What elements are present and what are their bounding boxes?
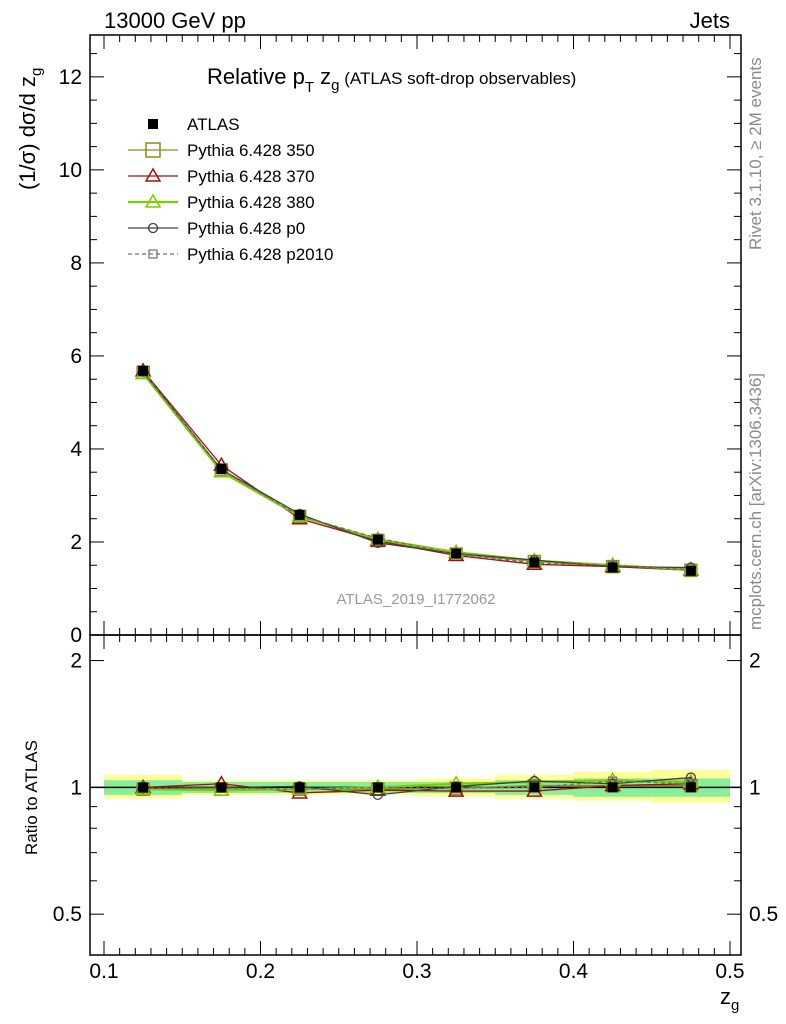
point-marker — [451, 548, 462, 559]
series-p380 — [134, 365, 700, 796]
point-marker — [294, 782, 305, 793]
ratio-y-tick-label-right: 0.5 — [749, 903, 778, 926]
ratio-y-tick-label: 2 — [70, 650, 82, 673]
series-line — [142, 371, 691, 571]
legend-entry: Pythia 6.428 p2010 — [128, 245, 334, 264]
main-ylabel: (1/σ) dσ/d zg — [15, 68, 45, 190]
ratio-plot-frame — [89, 634, 742, 956]
x-tick-label: 0.3 — [402, 960, 431, 983]
point-marker — [145, 142, 161, 158]
point-marker — [372, 782, 383, 793]
legend-label: ATLAS — [187, 115, 240, 134]
point-marker — [685, 772, 697, 783]
point-marker — [529, 782, 540, 793]
point-marker — [685, 782, 696, 793]
legend-entry: Pythia 6.428 350 — [128, 141, 315, 160]
x-axis-label: zg — [720, 984, 739, 1014]
ratio-y-tick-label: 1 — [70, 776, 82, 799]
legend: ATLAS Pythia 6.428 350 Pythia 6.428 370 Pyt… — [128, 115, 334, 264]
point-marker — [372, 534, 383, 545]
x-tick-label: 0.4 — [559, 960, 589, 983]
point-marker — [138, 782, 149, 793]
point-marker — [216, 463, 227, 474]
y-tick-label: 4 — [70, 438, 82, 461]
point-marker — [607, 562, 618, 573]
point-marker — [138, 365, 149, 376]
x-tick-label: 0.1 — [89, 960, 118, 983]
point-marker — [294, 510, 305, 520]
legend-entry: Pythia 6.428 380 — [128, 193, 315, 212]
header-left: 13000 GeV pp — [104, 8, 246, 33]
point-marker — [148, 249, 158, 259]
legend-label: Pythia 6.428 p2010 — [187, 245, 334, 264]
series-ratio-line — [143, 779, 691, 792]
point-marker — [451, 782, 462, 793]
rivet-label: Rivet 3.1.10, ≥ 2M events — [746, 57, 765, 250]
series-p0 — [137, 366, 697, 800]
y-tick-label: 10 — [59, 159, 82, 182]
y-tick-label: 12 — [59, 66, 82, 89]
point-marker — [607, 782, 618, 793]
legend-label: Pythia 6.428 p0 — [187, 219, 305, 238]
point-marker — [685, 565, 696, 576]
mcplots-label: mcplots.cern.ch [arXiv:1306.3436] — [746, 373, 765, 630]
legend-label: Pythia 6.428 350 — [187, 141, 315, 160]
series-atlas — [138, 365, 696, 793]
ratio-y-tick-label: 0.5 — [53, 903, 82, 926]
point-marker — [147, 222, 159, 234]
x-tick-label: 0.5 — [715, 960, 744, 983]
series-ratio-line — [143, 780, 691, 790]
plot-title: Relative pT zg (ATLAS soft-drop observab… — [207, 64, 576, 96]
y-tick-label: 0 — [70, 624, 82, 647]
series-p350 — [136, 365, 698, 796]
point-marker — [529, 557, 540, 568]
x-tick-label: 0.2 — [246, 960, 275, 983]
y-tick-label: 6 — [70, 345, 82, 368]
ratio-ylabel: Ratio to ATLAS — [22, 740, 41, 855]
legend-entry: Pythia 6.428 370 — [128, 167, 315, 186]
y-tick-label: 8 — [70, 252, 82, 275]
series-p370 — [134, 362, 700, 799]
point-marker — [144, 193, 162, 208]
y-tick-label: 2 — [70, 531, 82, 554]
analysis-watermark: ATLAS_2019_I1772062 — [336, 591, 495, 608]
header-right: Jets — [690, 8, 730, 33]
point-marker — [216, 782, 227, 793]
ratio-y-tick-label-right: 2 — [749, 650, 761, 673]
series-p2010 — [138, 367, 696, 794]
series-layer — [134, 362, 700, 800]
ratio-y-tick-label-right: 1 — [749, 776, 761, 799]
legend-entry: ATLAS — [148, 115, 240, 134]
legend-label: Pythia 6.428 370 — [187, 167, 315, 186]
point-marker — [148, 119, 158, 129]
series-ratio-line — [143, 776, 691, 796]
legend-label: Pythia 6.428 380 — [187, 193, 315, 212]
legend-entry: Pythia 6.428 p0 — [128, 219, 305, 238]
point-marker — [144, 167, 162, 182]
